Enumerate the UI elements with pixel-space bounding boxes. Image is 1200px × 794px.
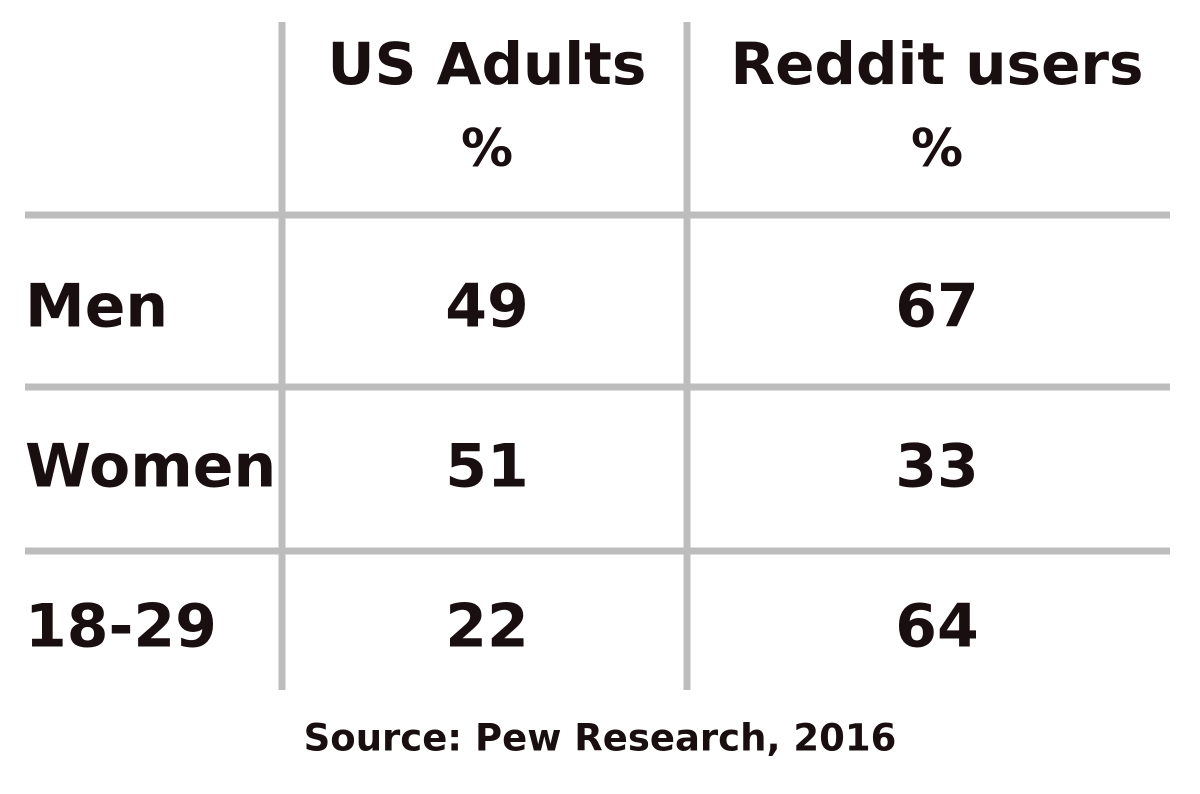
column-header: US Adults — [328, 30, 647, 98]
source-note: Source: Pew Research, 2016 — [304, 717, 897, 760]
cell-value: 33 — [895, 432, 979, 502]
row-label: Women — [25, 432, 276, 502]
row-label: Men — [25, 272, 168, 342]
cell-value: 49 — [445, 272, 529, 342]
row-label: 18-29 — [25, 592, 217, 662]
cell-value: 64 — [895, 592, 979, 662]
column-unit: % — [911, 119, 963, 179]
column-unit: % — [461, 119, 513, 179]
cell-value: 51 — [445, 432, 529, 502]
cell-value: 67 — [895, 272, 979, 342]
cell-value: 22 — [445, 592, 529, 662]
column-header: Reddit users — [730, 30, 1143, 98]
